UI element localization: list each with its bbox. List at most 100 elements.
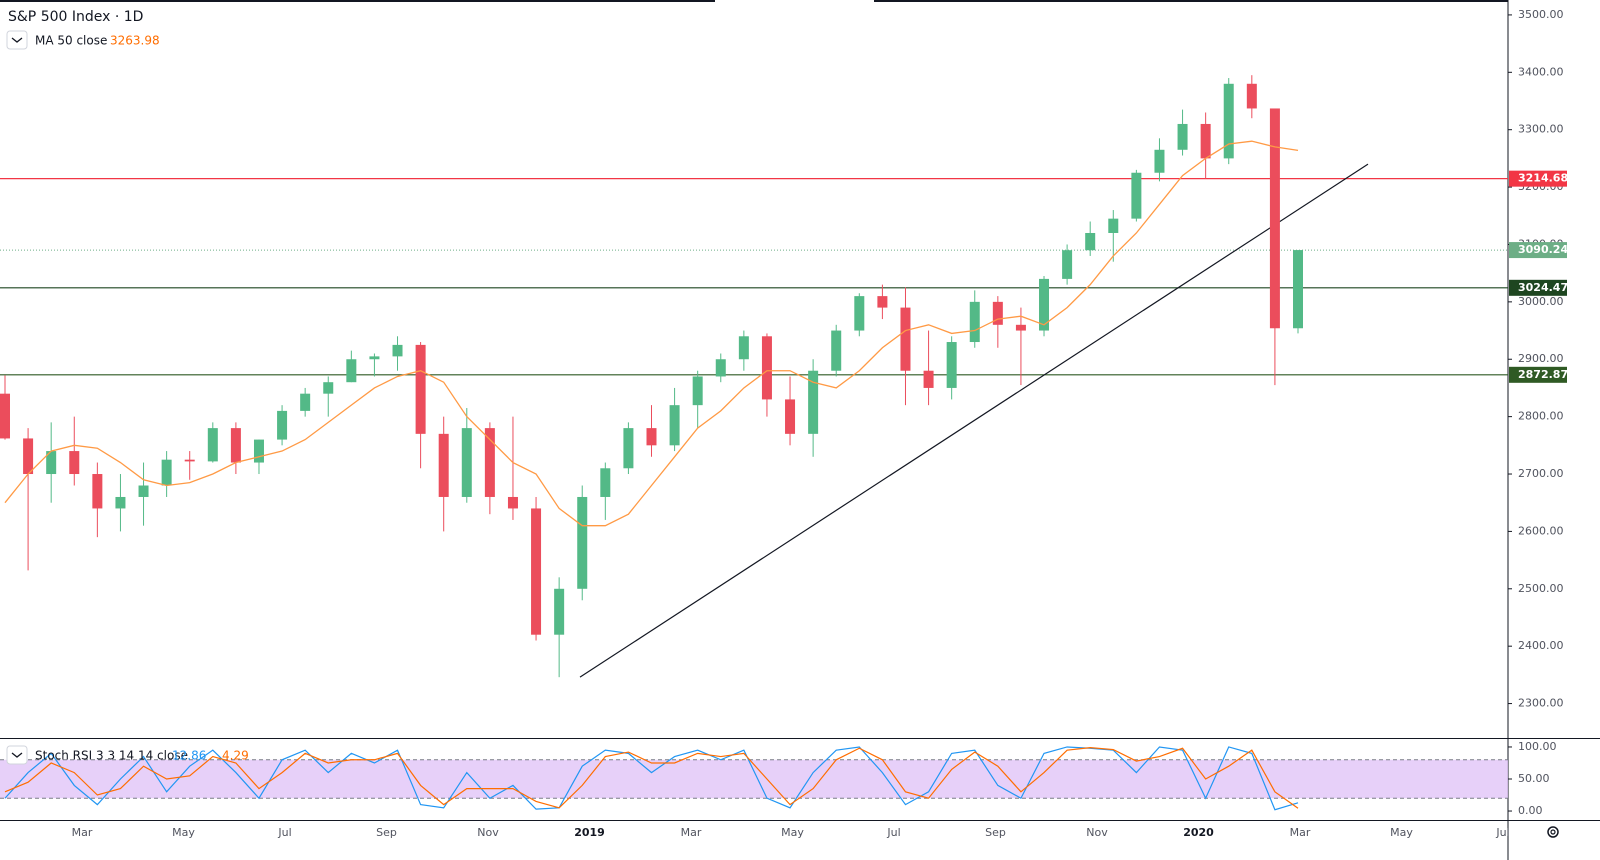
- candle-body: [1062, 250, 1073, 279]
- candle-body: [369, 356, 380, 360]
- indicator-value: 4.29: [222, 749, 249, 763]
- candle-body: [969, 301, 980, 343]
- y-tick-label: 3300.00: [1518, 123, 1564, 136]
- candle-body: [946, 342, 957, 388]
- price-pane: 2300.00 2400.00 2500.00 2600.00 2700.00 2800.…: [0, 8, 1568, 710]
- candle-body: [46, 451, 57, 475]
- x-tick-label: Mar: [72, 826, 93, 839]
- y-tick-label: 2500.00: [1518, 582, 1564, 595]
- price-label: 3214.68: [1518, 172, 1568, 185]
- collapse-button[interactable]: [6, 745, 28, 765]
- x-tick-label: Sep: [376, 826, 397, 839]
- y-tick-label: 3500.00: [1518, 8, 1564, 21]
- y-tick-label: 2800.00: [1518, 410, 1564, 423]
- candle-body: [277, 410, 288, 440]
- y-tick-label: 2900.00: [1518, 352, 1564, 365]
- candle-body: [1085, 232, 1096, 251]
- candle-body: [646, 428, 657, 446]
- y-tick-label: 3400.00: [1518, 65, 1564, 78]
- y-tick-label: 2600.00: [1518, 524, 1564, 537]
- x-tick-label: Jul: [1495, 826, 1509, 839]
- price-label-box: [1509, 366, 1567, 383]
- y-tick-label: 2400.00: [1518, 639, 1564, 652]
- y-tick-label: 0.00: [1518, 804, 1543, 817]
- price-label: 3024.47: [1518, 281, 1568, 294]
- candle-body: [1223, 83, 1234, 159]
- candle-body: [554, 588, 565, 635]
- candle-body: [1154, 149, 1165, 173]
- candle-body: [623, 428, 634, 469]
- candle-body: [207, 428, 218, 462]
- trendline: [579, 163, 1369, 678]
- band-fill: [0, 759, 1508, 799]
- candle-body: [715, 359, 726, 377]
- gear-icon: [1547, 826, 1559, 838]
- indicator-value: 12.86: [172, 749, 206, 763]
- y-tick-label: 3000.00: [1518, 295, 1564, 308]
- x-tick-label: May: [172, 826, 195, 839]
- candle-body: [69, 451, 80, 475]
- price-label: 3090.24: [1518, 243, 1568, 256]
- candle-body: [323, 382, 334, 394]
- x-tick-label: Sep: [985, 826, 1006, 839]
- y-tick-label: 100.00: [1518, 740, 1557, 753]
- x-tick-label: May: [781, 826, 804, 839]
- x-tick-label: Nov: [1086, 826, 1108, 839]
- x-tick-label: Nov: [477, 826, 499, 839]
- stoch-line: [4, 747, 1299, 809]
- x-tick-label: Jul: [277, 826, 291, 839]
- candle-body: [230, 428, 241, 463]
- candle-body: [461, 428, 472, 497]
- indicator-name: MA 50 close: [35, 34, 107, 48]
- collapse-button[interactable]: [6, 30, 28, 50]
- x-tick-label: May: [1390, 826, 1413, 839]
- candle-body: [808, 370, 819, 434]
- candle-body: [785, 399, 796, 434]
- candle-body: [1039, 278, 1050, 331]
- candle-body: [115, 496, 126, 509]
- candle-body: [0, 393, 10, 439]
- candle-body: [692, 376, 703, 406]
- candle-body: [161, 459, 172, 486]
- candle-body: [1131, 172, 1142, 219]
- candle-body: [253, 439, 264, 463]
- price-label-box: [1509, 279, 1567, 296]
- settings-button[interactable]: [1547, 826, 1559, 838]
- candle-body: [600, 468, 611, 497]
- candle-body: [1177, 123, 1188, 150]
- price-label: 2872.87: [1518, 368, 1568, 381]
- legends: S&P 500 Index · 1D MA 50 close 3263.98 S…: [6, 9, 249, 765]
- candle-body: [507, 496, 518, 509]
- x-tick-label: 2020: [1183, 826, 1214, 839]
- stoch-pane: 0.00 50.00 100.00 Mar May Jul Sep Nov 2019 Mar May…: [0, 740, 1557, 839]
- candle-body: [92, 474, 103, 509]
- price-label-box: [1509, 242, 1567, 259]
- indicator-value: 3263.98: [110, 34, 160, 48]
- candle-body: [877, 296, 888, 308]
- candle-body: [1015, 324, 1026, 331]
- stoch-line: [4, 746, 1299, 811]
- candle-body: [992, 301, 1003, 325]
- candle-body: [900, 307, 911, 371]
- candle-body: [831, 330, 842, 371]
- candle-body: [1108, 218, 1119, 233]
- x-tick-label: Jul: [886, 826, 900, 839]
- gear-icon: [1550, 829, 1556, 835]
- candle-body: [300, 393, 311, 411]
- x-tick-label: 2019: [574, 826, 605, 839]
- chevron-icon: [11, 752, 23, 758]
- candle-body: [531, 508, 542, 635]
- moving-average-line: [4, 140, 1299, 527]
- candle-body: [484, 428, 495, 497]
- candle-body: [1293, 250, 1303, 329]
- candle-body: [392, 344, 403, 357]
- candle-body: [438, 433, 449, 497]
- indicator-name: Stoch RSI 3 3 14 14 close: [35, 749, 188, 763]
- candle-body: [346, 359, 357, 383]
- candle-body: [669, 405, 680, 446]
- chevron-icon: [11, 37, 23, 43]
- candle-body: [923, 370, 934, 388]
- y-tick-label: 50.00: [1518, 772, 1550, 785]
